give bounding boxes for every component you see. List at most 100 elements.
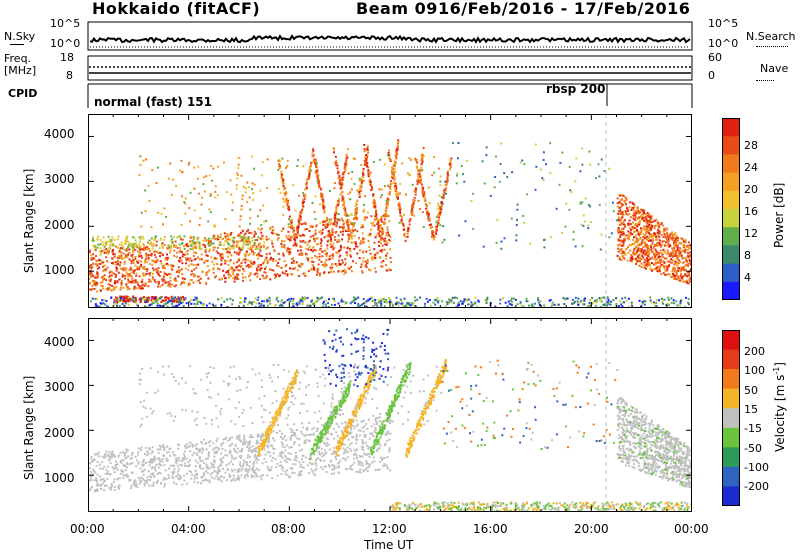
power-echo — [395, 185, 397, 188]
power-echo — [271, 245, 274, 248]
power-echo — [98, 263, 101, 265]
power-echo — [328, 255, 331, 258]
power-echo — [337, 238, 340, 241]
power-echo — [630, 243, 633, 246]
power-echo — [663, 267, 666, 270]
power-echo — [477, 299, 480, 302]
power-echo — [406, 232, 409, 235]
power-echo — [212, 268, 215, 271]
power-echo — [417, 199, 420, 202]
power-echo — [416, 166, 419, 169]
power-echo — [385, 214, 388, 217]
velocity-echo — [144, 462, 147, 464]
power-echo — [347, 233, 350, 236]
power-echo — [121, 244, 124, 247]
power-echo — [179, 169, 181, 172]
power-echo — [277, 237, 280, 239]
velocity-echo — [255, 467, 258, 470]
power-echo — [282, 246, 285, 248]
power-echo — [668, 273, 671, 276]
power-echo — [407, 230, 410, 233]
power-echo — [650, 221, 653, 223]
power-echo — [617, 216, 620, 219]
power-echo — [542, 179, 545, 182]
power-echo — [631, 304, 634, 307]
power-echo — [440, 201, 443, 204]
power-echo — [642, 256, 645, 259]
power-echo — [606, 301, 609, 304]
power-echo — [446, 176, 449, 179]
power-echo — [565, 297, 568, 300]
power-echo — [626, 237, 629, 240]
power-echo — [327, 230, 330, 233]
power-echo — [307, 259, 310, 262]
power-echo — [631, 227, 634, 230]
power-echo — [99, 302, 102, 304]
power-echo — [439, 224, 442, 227]
power-echo — [337, 250, 340, 253]
power-echo — [231, 246, 234, 249]
power-echo — [285, 197, 288, 200]
power-echo — [243, 234, 246, 237]
power-echo — [454, 296, 457, 299]
power-echo — [178, 235, 181, 238]
power-echo — [637, 238, 640, 241]
power-echo — [439, 184, 442, 187]
power-echo — [482, 245, 485, 248]
power-echo — [112, 242, 114, 245]
power-echo — [579, 170, 582, 173]
power-echo — [355, 210, 358, 213]
power-echo — [360, 263, 363, 266]
power-echo — [155, 240, 158, 243]
power-echo — [379, 196, 382, 199]
power-echo — [342, 261, 344, 264]
power-echo — [118, 305, 121, 308]
power-echo — [160, 237, 162, 240]
power-echo — [636, 230, 639, 233]
power-echo — [340, 187, 343, 189]
velocity-echo — [349, 426, 352, 429]
power-echo — [187, 268, 190, 271]
power-echo — [121, 295, 124, 298]
power-echo — [351, 300, 354, 303]
power-echo — [277, 187, 280, 190]
power-echo — [155, 296, 158, 299]
velocity-echo — [309, 461, 312, 464]
velocity-echo — [240, 474, 243, 477]
power-echo — [439, 175, 442, 178]
power-echo — [241, 248, 243, 251]
power-echo — [640, 216, 643, 219]
power-echo — [570, 191, 573, 194]
power-echo — [242, 304, 245, 307]
power-echo — [537, 297, 539, 300]
power-echo — [374, 215, 377, 218]
power-echo — [628, 233, 631, 236]
power-echo — [166, 262, 168, 265]
power-echo — [365, 158, 368, 161]
power-echo — [347, 228, 350, 231]
power-echo — [128, 258, 131, 261]
power-echo — [622, 239, 625, 242]
power-echo — [494, 305, 497, 308]
power-echo — [617, 229, 620, 231]
power-echo — [120, 247, 123, 249]
power-echo — [622, 252, 625, 254]
velocity-echo — [281, 445, 284, 448]
power-echo — [298, 194, 301, 197]
power-echo — [138, 243, 140, 246]
power-echo — [332, 248, 335, 251]
power-echo — [268, 300, 271, 303]
power-echo — [298, 253, 301, 256]
power-echo — [252, 250, 254, 253]
power-echo — [638, 223, 641, 226]
power-echo — [369, 180, 372, 182]
power-echo — [322, 272, 325, 275]
power-echo — [238, 156, 241, 159]
power-echo — [366, 258, 369, 261]
power-echo — [208, 244, 211, 247]
power-echo — [674, 274, 676, 277]
power-echo — [334, 231, 337, 234]
power-echo — [681, 268, 684, 270]
power-echo — [457, 301, 460, 304]
power-echo — [285, 235, 288, 238]
